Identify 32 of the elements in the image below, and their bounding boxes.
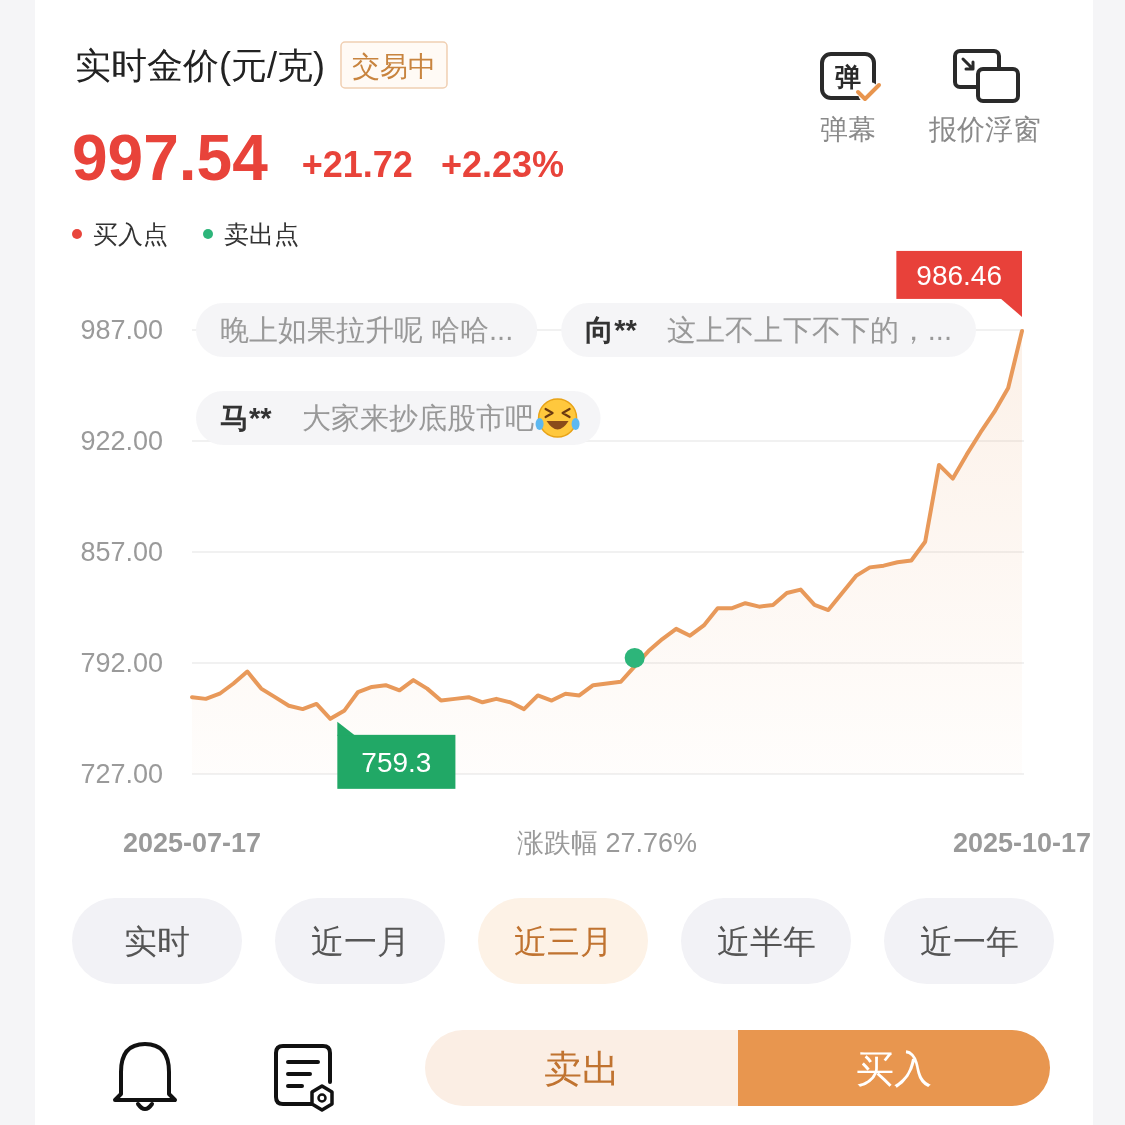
y-tick-label: 922.00 bbox=[80, 426, 163, 456]
comment-user: 向** bbox=[585, 314, 637, 346]
comment-user: 马** bbox=[220, 402, 272, 434]
range-button-label: 近一月 bbox=[310, 923, 410, 960]
comment-text: 这上不上下不下的，... bbox=[666, 314, 952, 346]
price: 997.54 bbox=[72, 122, 268, 194]
sell-button-label: 卖出 bbox=[544, 1048, 620, 1090]
button-label: 弹幕 bbox=[820, 114, 876, 145]
y-tick-label: 727.00 bbox=[80, 759, 163, 789]
status-badge-label: 交易中 bbox=[352, 51, 436, 82]
price-change-percent: +2.23% bbox=[440, 144, 564, 185]
x-tick-label: 2025-10-17 bbox=[952, 828, 1092, 858]
data-label: 986.46 bbox=[916, 259, 1002, 291]
range-button-label: 近三月 bbox=[513, 923, 613, 960]
comment-text: 晚上如果拉升呢 哈哈... bbox=[220, 314, 514, 346]
legend-label: 买入点 bbox=[93, 220, 168, 248]
range-button-label: 近半年 bbox=[716, 923, 816, 960]
y-tick-label: 857.00 bbox=[80, 537, 163, 567]
data-label: 759.3 bbox=[361, 746, 432, 778]
range-button-label: 近一年 bbox=[919, 923, 1019, 960]
comment-text: 大家来抄底股市吧 bbox=[301, 402, 534, 434]
x-tick-label: 2025-07-17 bbox=[122, 828, 262, 858]
range-button-label: 实时 bbox=[124, 923, 190, 960]
y-tick-label: 987.00 bbox=[80, 315, 163, 345]
y-tick-label: 792.00 bbox=[80, 648, 163, 678]
buy-button-label: 买入 bbox=[856, 1048, 932, 1090]
price-change: +21.72 bbox=[301, 144, 413, 185]
title: 实时金价(元/克) bbox=[75, 45, 325, 86]
legend-label: 卖出点 bbox=[224, 220, 299, 248]
button-label: 报价浮窗 bbox=[929, 114, 1041, 145]
icon-glyph: 弹 bbox=[835, 62, 861, 92]
change-range-note: 涨跌幅 27.76% bbox=[516, 828, 698, 858]
